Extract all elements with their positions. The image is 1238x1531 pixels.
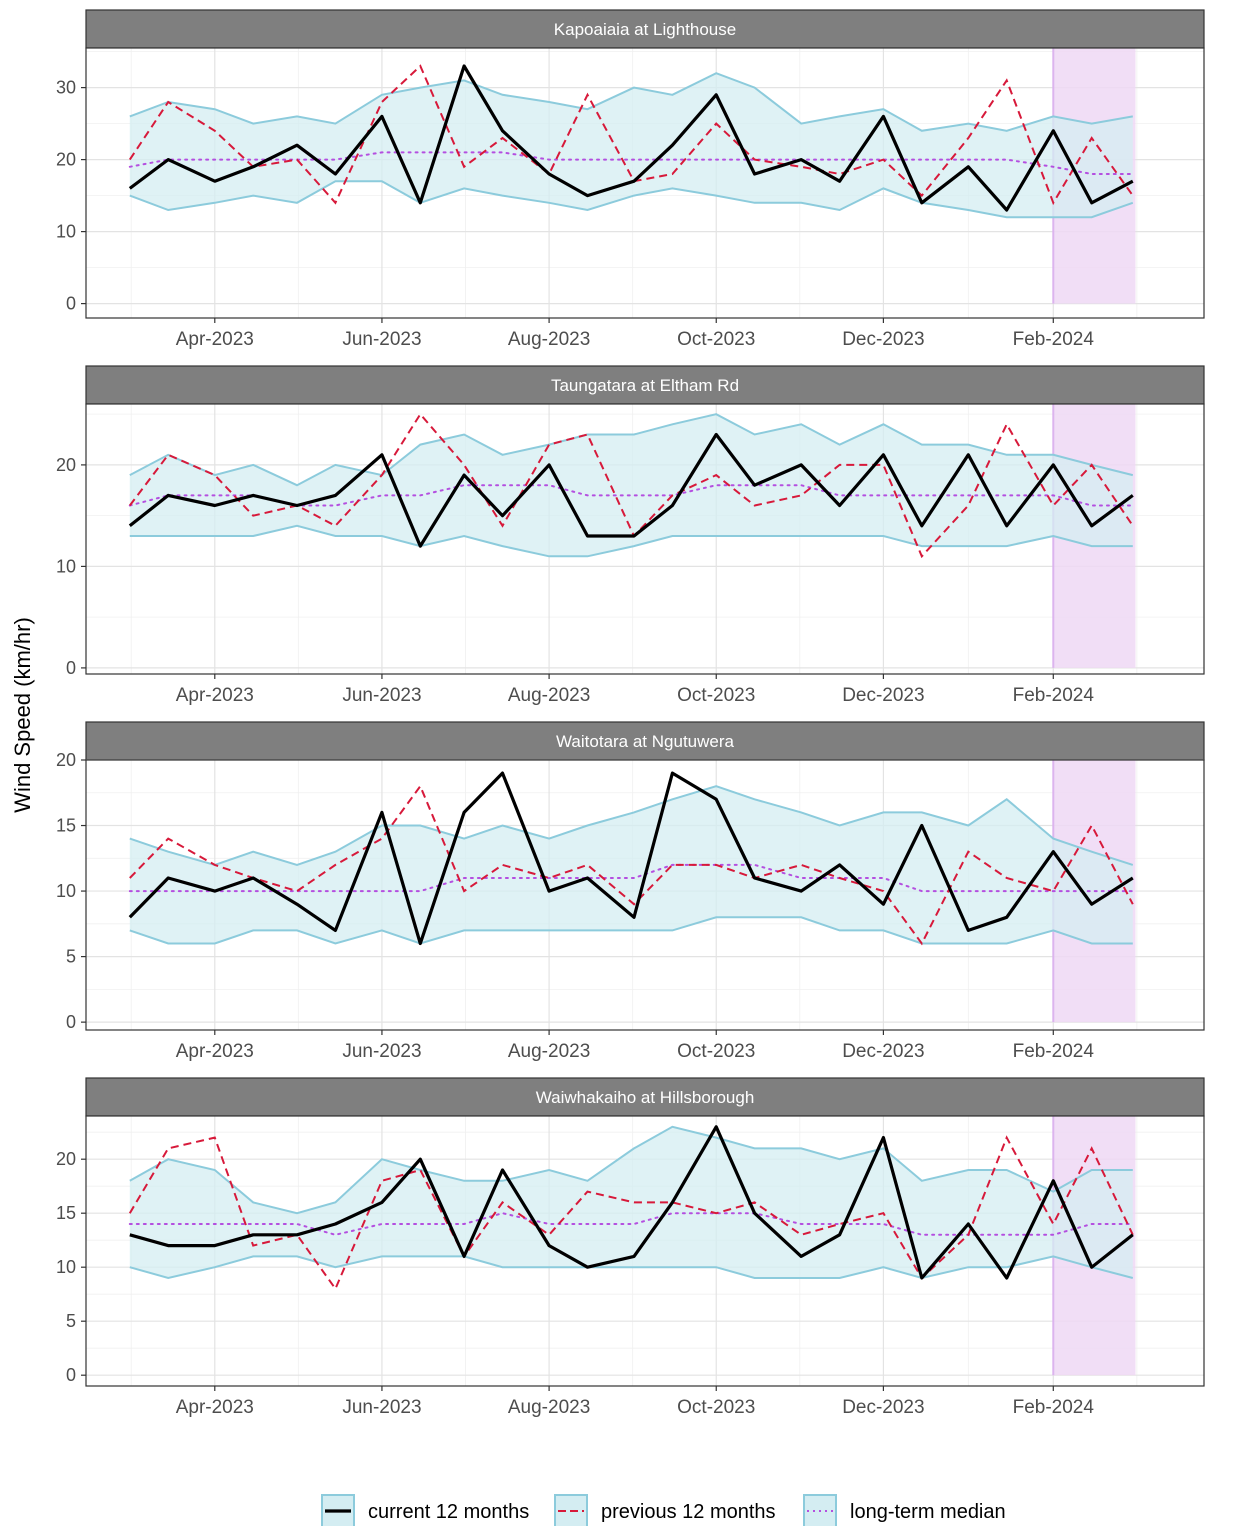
x-tick-label: Aug-2023 — [508, 685, 590, 706]
facet-strip-title: Waitotara at Ngutuwera — [556, 732, 734, 751]
facet-panel: Waitotara at Ngutuwera 0 5 10 15 20 Apr-2023 Ju… — [56, 721, 1205, 1062]
series-line-previous-12-months — [128, 1135, 1134, 1291]
facet-panel: Kapoaiaia at Lighthouse 0 10 20 30 Apr-2023 Ju… — [56, 9, 1205, 350]
x-tick-label: Oct-2023 — [677, 685, 755, 706]
legend-label: previous 12 months — [601, 1501, 776, 1523]
x-tick-label: Dec-2023 — [842, 329, 924, 350]
y-tick-label: 10 — [56, 1257, 76, 1277]
series-band-lower-line — [129, 180, 1134, 219]
x-tick-label: Oct-2023 — [677, 329, 755, 350]
x-tick-label: Dec-2023 — [842, 685, 924, 706]
panel-border — [85, 47, 1205, 319]
series-line-long-term-median — [128, 863, 1134, 893]
x-tick-label: Oct-2023 — [677, 1041, 755, 1062]
panel-border — [85, 759, 1205, 1031]
x-tick-label: Dec-2023 — [842, 1397, 924, 1418]
y-tick-label: 10 — [56, 881, 76, 901]
y-tick-label: 5 — [66, 947, 76, 967]
x-tick-label: Apr-2023 — [176, 329, 254, 350]
facet-strip — [85, 9, 1205, 49]
x-tick-label: Jun-2023 — [342, 329, 421, 350]
y-tick-label: 20 — [56, 1149, 76, 1169]
facet-strip-title: Waiwhakaiho at Hillsborough — [536, 1088, 755, 1107]
x-tick-label: Apr-2023 — [176, 1397, 254, 1418]
series-line-current-12-months — [129, 1125, 1134, 1280]
x-tick-label: Aug-2023 — [508, 329, 590, 350]
series-line-previous-12-months — [129, 784, 1134, 946]
series-band-upper-line — [129, 1125, 1133, 1215]
series-band-area — [129, 414, 1133, 557]
x-tick-label: Aug-2023 — [508, 1041, 590, 1062]
series-band-lower-line — [129, 1255, 1134, 1280]
series-band-lower-line — [129, 916, 1133, 945]
facet-strip — [85, 721, 1205, 761]
facet-strip-title: Kapoaiaia at Lighthouse — [554, 20, 736, 39]
y-tick-label: 5 — [66, 1311, 76, 1331]
y-tick-label: 20 — [56, 150, 76, 170]
panel-border — [85, 403, 1205, 675]
x-tick-label: Jun-2023 — [342, 1397, 421, 1418]
x-tick-label: Jun-2023 — [342, 1041, 421, 1062]
series-line-current-12-months — [128, 64, 1134, 212]
legend-label: long-term median — [850, 1501, 1006, 1523]
y-tick-label: 0 — [66, 1365, 76, 1385]
y-axis-title: Wind Speed (km/hr) — [10, 617, 35, 813]
legend-label: current 12 months — [368, 1501, 529, 1523]
y-tick-label: 10 — [56, 556, 76, 576]
legend: current 12 months previous 12 months long-… — [321, 1494, 1006, 1528]
panel-border — [85, 1115, 1205, 1387]
facet-strip — [85, 1077, 1205, 1117]
y-tick-label: 0 — [66, 1012, 76, 1032]
y-tick-label: 0 — [66, 658, 76, 678]
x-tick-label: Dec-2023 — [842, 1041, 924, 1062]
y-tick-label: 0 — [66, 294, 76, 314]
series-line-current-12-months — [128, 432, 1134, 548]
facet-panel: Taungatara at Eltham Rd 0 10 20 Apr-2023 Jun-… — [56, 365, 1205, 706]
legend-item: current 12 months — [321, 1494, 529, 1528]
y-tick-label: 15 — [56, 816, 76, 836]
facet-strip — [85, 365, 1205, 405]
x-tick-label: Feb-2024 — [1013, 685, 1095, 706]
y-tick-label: 15 — [56, 1203, 76, 1223]
y-tick-label: 20 — [56, 455, 76, 475]
x-tick-label: Apr-2023 — [176, 1041, 254, 1062]
x-tick-label: Oct-2023 — [677, 1397, 755, 1418]
y-tick-label: 30 — [56, 78, 76, 98]
x-tick-label: Apr-2023 — [176, 685, 254, 706]
series-line-current-12-months — [128, 771, 1134, 946]
facet-panel: Waiwhakaiho at Hillsborough 0 5 10 15 20 Apr-2… — [56, 1077, 1205, 1418]
x-tick-label: Feb-2024 — [1013, 1397, 1095, 1418]
x-tick-label: Jun-2023 — [342, 685, 421, 706]
x-tick-label: Feb-2024 — [1013, 329, 1095, 350]
facet-strip-title: Taungatara at Eltham Rd — [551, 376, 739, 395]
legend-item: long-term median — [803, 1494, 1006, 1528]
series-band-upper-line — [129, 413, 1134, 487]
y-tick-label: 20 — [56, 750, 76, 770]
y-tick-label: 10 — [56, 222, 76, 242]
series-band-lower-line — [129, 524, 1133, 558]
x-tick-label: Feb-2024 — [1013, 1041, 1095, 1062]
series-band-area — [129, 1126, 1133, 1278]
series-band-upper-line — [129, 785, 1134, 866]
x-tick-label: Aug-2023 — [508, 1397, 590, 1418]
series-band-upper-line — [129, 72, 1133, 132]
legend-item: previous 12 months — [554, 1494, 776, 1528]
